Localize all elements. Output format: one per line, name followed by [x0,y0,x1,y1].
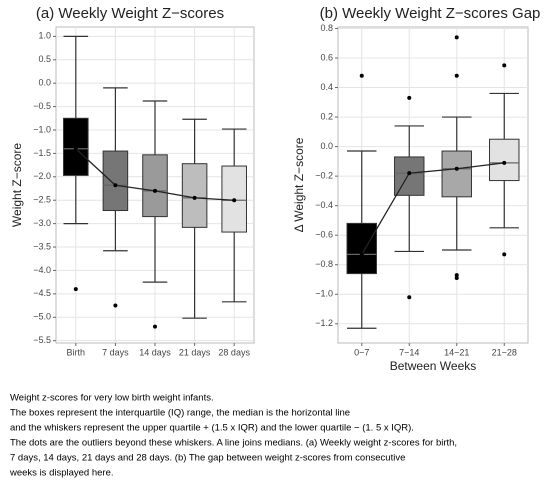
y-tick-label: −0.8 [315,259,333,269]
outlier [113,303,118,308]
chart-title: (b) Weekly Weight Z−scores Gap [320,5,541,22]
outlier [502,63,507,68]
y-tick-label: −4.5 [33,288,51,298]
y-tick-label: −1.0 [33,124,51,134]
y-tick-label: 0.5 [38,54,51,64]
caption-line: The dots are the outliers beyond these w… [10,438,457,449]
y-tick-label: 1.0 [38,31,51,41]
outlier [359,73,364,78]
y-tick-label: −2.0 [33,171,51,181]
median-point [359,252,364,257]
median-point [192,195,197,200]
y-tick-label: 0.8 [320,23,333,33]
x-tick-label: 28 days [218,347,250,357]
outlier [73,287,78,292]
x-tick-label: 0−7 [354,347,369,357]
x-tick-label: 14 days [139,347,171,357]
median-point [113,183,118,188]
x-tick-label: Birth [67,347,86,357]
box [102,150,129,212]
y-axis-label: Weight Z−score [10,143,24,227]
x-tick-label: 21−28 [492,347,517,357]
y-tick-label: −1.5 [33,148,51,158]
x-tick-label: 7 days [102,347,129,357]
outlier [454,73,459,78]
y-tick-label: −2.5 [33,195,51,205]
caption-line: and the whiskers represent the upper qua… [10,423,414,434]
outlier [153,324,157,329]
y-tick-label: 0.6 [320,52,333,62]
box [346,222,377,275]
x-tick-label: 14−21 [444,347,469,357]
y-tick-label: −3.5 [33,241,51,251]
y-axis-label: Δ Weight Z−score [292,137,306,232]
y-tick-label: 0.2 [320,111,333,121]
y-tick-label: 0.0 [320,141,333,151]
caption-line: weeks is displayed here. [9,468,114,479]
median-line [361,162,505,255]
median-point [407,171,412,176]
median-point [454,166,459,171]
y-tick-label: −1.0 [315,289,333,299]
median-point [502,160,507,165]
plot-panel [337,26,529,344]
chart-title: (a) Weekly Weight Z−scores [36,5,224,22]
box [142,154,168,218]
x-tick-label: 7−14 [399,347,419,357]
y-tick-label: −0.2 [315,171,333,181]
y-tick-label: −0.5 [33,101,51,111]
x-axis-label: Between Weeks [390,359,477,373]
y-tick-label: −4.0 [33,265,51,275]
outlier [454,273,459,278]
y-tick-label: −3.0 [33,218,51,228]
y-tick-label: 0.0 [38,78,51,88]
outlier [407,95,412,100]
median-point [153,188,157,193]
median-point [232,198,237,203]
median-point [73,146,78,151]
box [489,138,520,182]
y-tick-label: −5.0 [33,312,51,322]
outlier [407,295,412,300]
y-tick-label: −0.6 [315,230,333,240]
caption-line: 7 days, 14 days, 21 days and 28 days. (b… [10,453,405,464]
outlier [454,276,459,281]
y-tick-label: −5.5 [33,335,51,345]
caption-line: Weight z-scores for very low birth weigh… [10,393,214,404]
caption-line: The boxes represent the interquartile (I… [10,408,350,419]
x-tick-label: 21 days [179,347,211,357]
box [181,163,208,228]
outlier [454,35,459,40]
outlier [502,252,507,257]
y-tick-label: −0.4 [315,200,333,210]
y-tick-label: −1.2 [315,318,333,328]
y-tick-label: 0.4 [320,82,333,92]
box [441,150,472,198]
